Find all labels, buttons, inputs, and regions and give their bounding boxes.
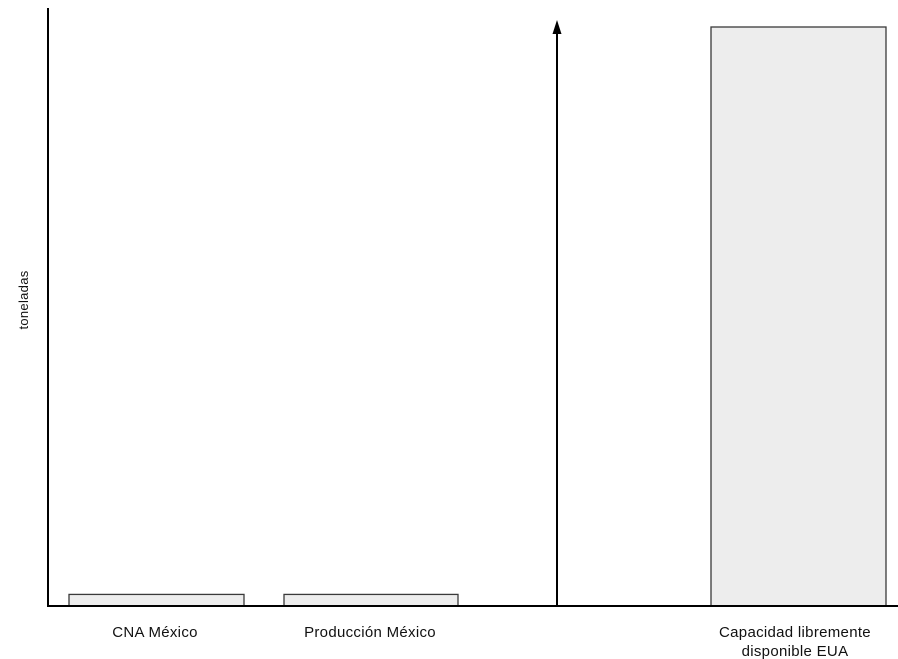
- bar-2: [283, 593, 459, 607]
- x-tick-label-line: Producción México: [304, 624, 436, 641]
- bar-1: [68, 593, 245, 607]
- x-tick-labels: CNA México Producción México Capacidad lib…: [112, 624, 871, 659]
- x-tick-label-line: Capacidad libremente: [719, 624, 871, 641]
- y-axis-label: toneladas: [16, 270, 31, 329]
- x-tick-label-3: Capacidad libremente disponible EUA: [719, 624, 871, 659]
- x-tick-label-1: CNA México: [112, 624, 198, 641]
- up-arrow-icon: [552, 20, 562, 34]
- x-tick-label-line: CNA México: [112, 624, 198, 641]
- axis-break-arrow: [552, 20, 562, 606]
- bars-layer: [68, 26, 887, 607]
- x-tick-label-2: Producción México: [304, 624, 436, 641]
- bar-3: [710, 26, 887, 607]
- x-tick-label-line: disponible EUA: [742, 643, 849, 659]
